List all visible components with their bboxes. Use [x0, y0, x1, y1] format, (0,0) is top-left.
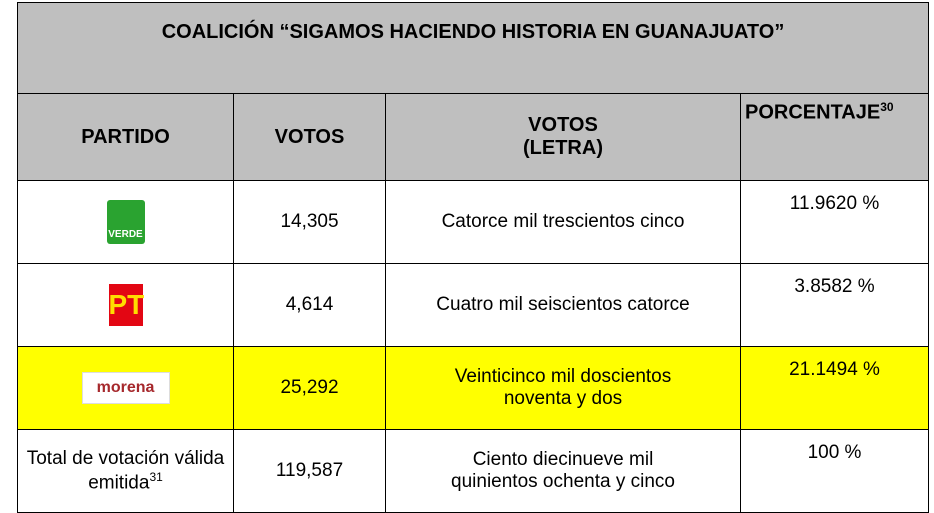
- partido-text: Total de votación válida emitida: [26, 447, 225, 494]
- header-votos: VOTOS: [233, 93, 386, 181]
- letra-cell: Veinticinco mil doscientos noventa y dos: [385, 346, 741, 430]
- header-porcentaje: PORCENTAJE30: [739, 93, 930, 181]
- header-porcentaje-text: PORCENTAJE: [745, 101, 881, 124]
- table-title: COALICIÓN “SIGAMOS HACIENDO HISTORIA EN …: [16, 2, 930, 94]
- partido-cell: morena: [17, 346, 234, 430]
- letra-cell: Catorce mil trescientos cinco: [385, 180, 741, 264]
- header-letra-line: VOTOS: [528, 114, 598, 136]
- table-body: VERDE 14,305 Catorce mil trescientos cinco…: [17, 180, 930, 513]
- partido-cell: VERDE: [17, 180, 234, 264]
- party-logo: morena: [81, 372, 170, 404]
- table-row: PT 4,614 Cuatro mil seiscientos catorce 3.8…: [17, 263, 930, 347]
- porcentaje-cell: 3.8582 %: [739, 263, 930, 347]
- porcentaje-cell: 21.1494 %: [739, 346, 930, 430]
- party-logo: PT: [108, 284, 144, 326]
- table-row: morena 25,292 Veinticinco mil doscientos n…: [17, 346, 930, 430]
- partido-cell: PT: [17, 263, 234, 347]
- header-partido: PARTIDO: [17, 93, 234, 181]
- coalition-table: COALICIÓN “SIGAMOS HACIENDO HISTORIA EN …: [16, 2, 930, 513]
- table-row: Total de votación válida emitida31 119,58…: [17, 429, 930, 513]
- votos-cell: 25,292: [233, 346, 386, 430]
- votos-cell: 4,614: [233, 263, 386, 347]
- party-logo: VERDE: [106, 200, 145, 244]
- table-row: VERDE 14,305 Catorce mil trescientos cinco…: [17, 180, 930, 264]
- votos-cell: 119,587: [233, 429, 386, 513]
- footnote: 30: [880, 100, 894, 114]
- partido-cell: Total de votación válida emitida31: [17, 429, 234, 513]
- porcentaje-cell: 11.9620 %: [739, 180, 930, 264]
- votos-cell: 14,305: [233, 180, 386, 264]
- letra-cell: Ciento diecinueve mil quinientos ochenta…: [385, 429, 741, 513]
- header-letra-line: (LETRA): [523, 137, 603, 159]
- footnote: 31: [149, 469, 163, 484]
- page: COALICIÓN “SIGAMOS HACIENDO HISTORIA EN …: [16, 2, 930, 513]
- letra-cell: Cuatro mil seiscientos catorce: [385, 263, 741, 347]
- header-letra: VOTOS (LETRA): [385, 93, 741, 181]
- porcentaje-cell: 100 %: [739, 429, 930, 513]
